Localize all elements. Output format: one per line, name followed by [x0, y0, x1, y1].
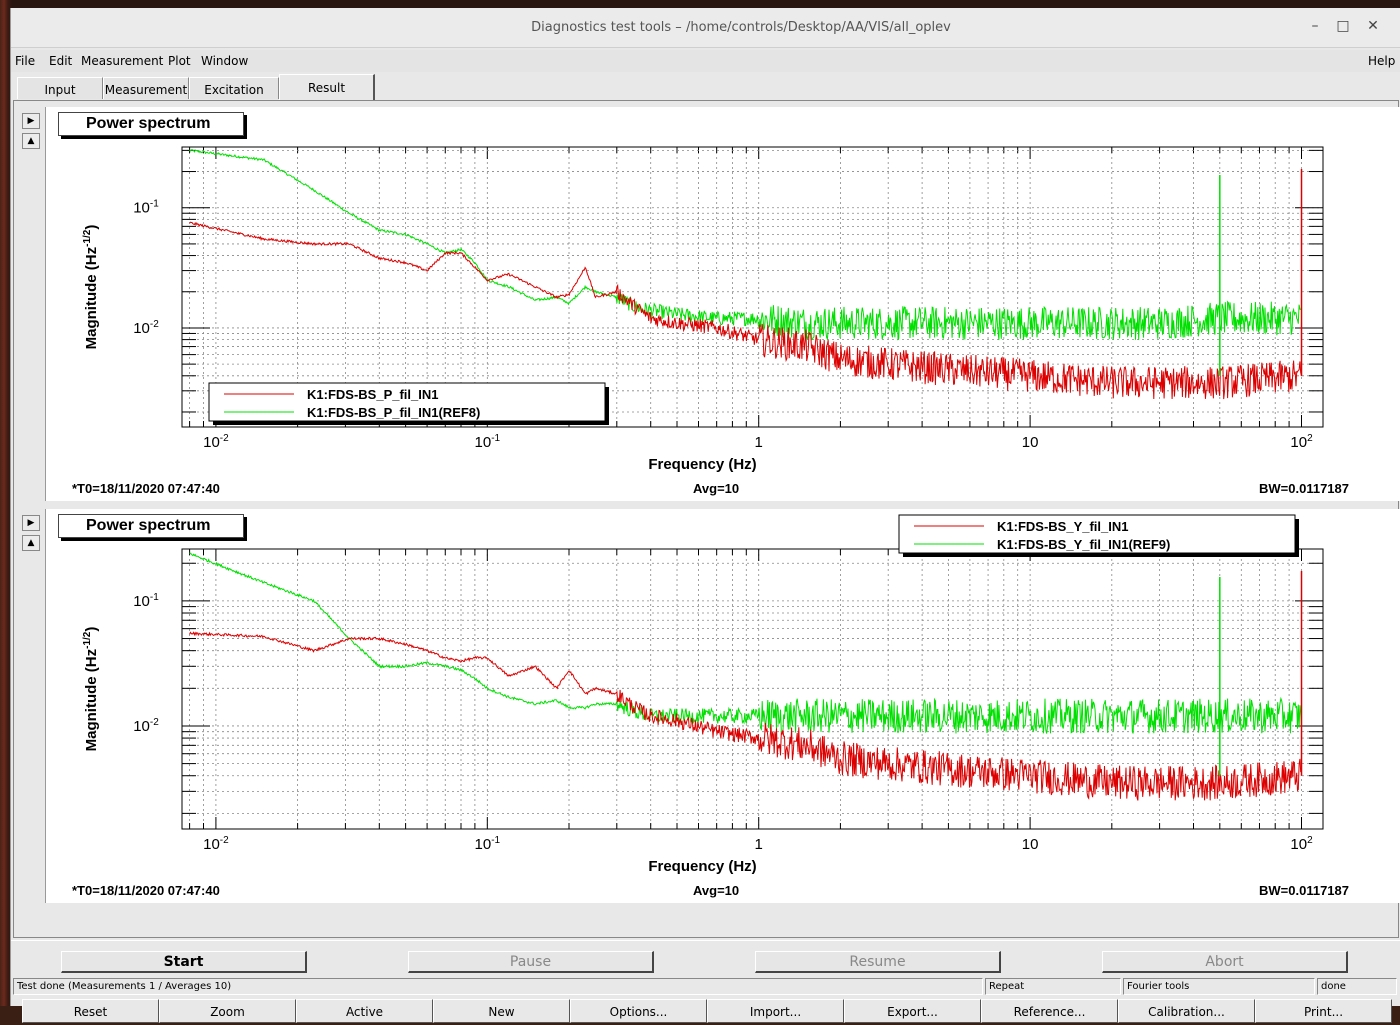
- window-title: Diagnostics test tools – /home/controls/…: [531, 20, 951, 35]
- y-axis-label: Magnitude (Hz-1/2): [82, 627, 100, 752]
- tab-measurement[interactable]: Measurement: [103, 77, 189, 99]
- close-icon[interactable]: ✕: [1367, 18, 1379, 34]
- start-button[interactable]: Start: [61, 951, 307, 973]
- menu-help[interactable]: Help: [1368, 54, 1396, 68]
- spectrum-chart-bottom[interactable]: 10-2 10-1 1 10 102 10-1 10-2 Frequency (Hz) Magn…: [46, 509, 1400, 903]
- maximize-icon[interactable]: □: [1336, 18, 1350, 34]
- y-tick-label: 10-2: [133, 717, 159, 735]
- pad-next-icon-2[interactable]: ▶: [22, 515, 40, 531]
- options-button[interactable]: Options...: [570, 999, 707, 1023]
- x-tick-label: 10-1: [475, 433, 501, 451]
- x-tick-label: 1: [755, 836, 763, 853]
- pause-button[interactable]: Pause: [408, 951, 654, 973]
- avg-label: Avg=10: [693, 883, 740, 898]
- y-tick-label: 10-1: [133, 592, 159, 610]
- menu-window[interactable]: Window: [201, 54, 249, 68]
- active-button[interactable]: Active: [296, 999, 433, 1023]
- x-tick-label: 10-2: [203, 835, 229, 853]
- x-tick-label: 10-1: [475, 835, 501, 853]
- plot-button-bar: Reset Zoom Active New Options... Import.…: [22, 999, 1396, 1025]
- pad-next-icon[interactable]: ▶: [22, 113, 40, 129]
- series-line-measured: [189, 221, 1302, 400]
- tab-excitation[interactable]: Excitation: [189, 77, 279, 99]
- legend-entry: K1:FDS-BS_Y_fil_IN1: [997, 519, 1128, 534]
- x-tick-label: 102: [1290, 835, 1313, 853]
- export-button[interactable]: Export...: [844, 999, 981, 1023]
- legend-box: [898, 514, 1296, 554]
- title-bar[interactable]: Diagnostics test tools – /home/controls/…: [11, 8, 1400, 48]
- reference-button[interactable]: Reference...: [981, 999, 1118, 1023]
- timestamp-label: *T0=18/11/2020 07:47:40: [72, 883, 220, 898]
- pad-up-icon[interactable]: ▲: [22, 133, 40, 149]
- bw-label: BW=0.0117187: [1259, 883, 1349, 898]
- minimize-icon[interactable]: –: [1311, 18, 1319, 34]
- zoom-button[interactable]: Zoom: [159, 999, 296, 1023]
- plot-title: Power spectrum: [58, 514, 244, 538]
- y-tick-label: 10-2: [133, 319, 159, 337]
- legend-entry: K1:FDS-BS_P_fil_IN1: [307, 387, 438, 402]
- x-tick-label: 102: [1290, 433, 1313, 451]
- series-line-measured: [189, 631, 1302, 801]
- x-axis-label: Frequency (Hz): [648, 858, 756, 875]
- resume-button[interactable]: Resume: [755, 951, 1001, 973]
- menu-edit[interactable]: Edit: [49, 54, 73, 68]
- new-button[interactable]: New: [433, 999, 570, 1023]
- menu-plot[interactable]: Plot: [168, 54, 191, 68]
- menu-file[interactable]: File: [15, 54, 36, 68]
- abort-button[interactable]: Abort: [1102, 951, 1348, 973]
- calibration-button[interactable]: Calibration...: [1118, 999, 1255, 1023]
- status-repeat: Repeat: [985, 978, 1121, 995]
- timestamp-label: *T0=18/11/2020 07:47:40: [72, 481, 220, 496]
- status-state: done: [1317, 978, 1397, 995]
- status-fourier: Fourier tools: [1123, 978, 1315, 995]
- tab-result[interactable]: Result: [279, 74, 375, 100]
- import-button[interactable]: Import...: [707, 999, 844, 1023]
- legend-entry: K1:FDS-BS_Y_fil_IN1(REF9): [997, 537, 1170, 552]
- result-panel: ▶ ▲ ▶ ▲ Power spectrum 10-2 10-1 1 10 102 10-…: [13, 100, 1400, 1023]
- menu-bar: File Edit Measurement Plot Window Help: [11, 50, 1400, 72]
- x-axis-label: Frequency (Hz): [648, 456, 756, 473]
- x-tick-label: 1: [755, 434, 763, 451]
- diag-window: Diagnostics test tools – /home/controls/…: [10, 8, 1400, 1023]
- plot-panel-top[interactable]: Power spectrum 10-2 10-1 1 10 102 10-1 10-2 Fre…: [45, 107, 1400, 501]
- series-line-reference: [189, 148, 1302, 341]
- pad-up-icon-2[interactable]: ▲: [22, 535, 40, 551]
- tab-input[interactable]: Input: [17, 77, 103, 99]
- legend-entry: K1:FDS-BS_P_fil_IN1(REF8): [307, 405, 480, 420]
- series-line-reference: [189, 552, 1302, 734]
- status-message: Test done (Measurements 1 / Averages 10): [13, 978, 983, 995]
- print-button[interactable]: Print...: [1255, 999, 1392, 1023]
- tab-strip: Input Measurement Excitation Result: [11, 74, 1400, 100]
- x-tick-label: 10: [1022, 434, 1039, 451]
- reset-button[interactable]: Reset: [22, 999, 159, 1023]
- plot-panel-bottom[interactable]: Power spectrum 10-2 10-1 1 10 102 10-1 10-2 Fre…: [45, 509, 1400, 903]
- menu-measurement[interactable]: Measurement: [81, 54, 164, 68]
- spectrum-chart-top[interactable]: 10-2 10-1 1 10 102 10-1 10-2 Frequency (Hz) Magn…: [46, 107, 1400, 501]
- legend-box: [208, 382, 606, 422]
- avg-label: Avg=10: [693, 481, 740, 496]
- y-tick-label: 10-1: [133, 199, 159, 217]
- x-tick-label: 10-2: [203, 433, 229, 451]
- x-tick-label: 10: [1022, 836, 1039, 853]
- bw-label: BW=0.0117187: [1259, 481, 1349, 496]
- plot-title: Power spectrum: [58, 112, 244, 136]
- y-axis-label: Magnitude (Hz-1/2): [82, 225, 100, 350]
- plot-area: [181, 548, 1324, 830]
- status-bar: Test done (Measurements 1 / Averages 10)…: [11, 978, 1400, 996]
- control-bar: Start Pause Resume Abort: [11, 940, 1400, 984]
